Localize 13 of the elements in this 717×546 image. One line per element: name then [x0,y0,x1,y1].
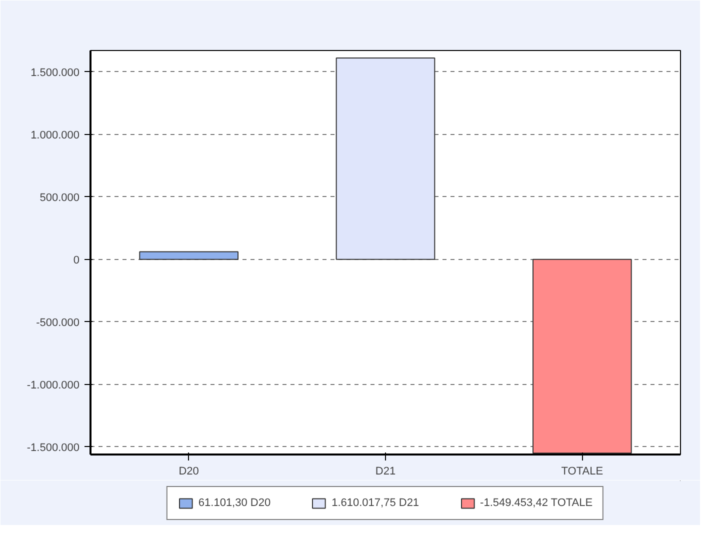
x-tick-label: D20 [178,466,199,478]
y-tick-label: -500.000 [36,316,80,329]
y-tick-label: 1.500.000 [30,66,80,79]
y-tick-label: 1.000.000 [30,129,80,142]
y-tick-label: -1.000.000 [26,379,80,392]
legend-label: 1.610.017,75 D21 [332,496,420,508]
y-tick-label: 0 [73,254,80,266]
y-tick-label: -1.500.000 [26,442,80,454]
x-tick-label: D21 [375,466,396,478]
legend-label: 61.101,30 D20 [198,496,271,508]
x-tick-label: TOTALE [561,466,604,478]
legend-label: -1.549.453,42 TOTALE [480,496,593,508]
y-tick-label: 500.000 [40,192,80,204]
